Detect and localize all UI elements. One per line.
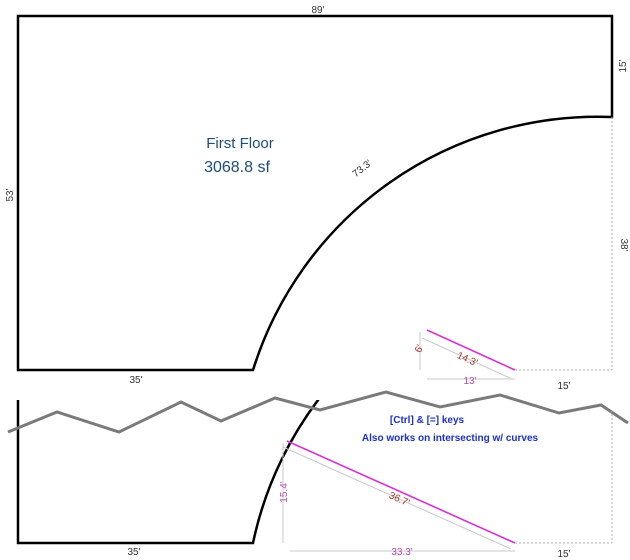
dim-right-upper-label: 15' — [618, 59, 629, 72]
bottom-floor-plan: 35' 15' 15.4' 36.7' 33.3' [Ctrl] & [=] k… — [7, 385, 629, 560]
dim-top-label: 89' — [311, 5, 324, 16]
bottom-room-outline[interactable] — [16, 385, 330, 545]
dim-left-label: 53' — [5, 188, 16, 201]
dim-arc-label: 73.3' — [351, 158, 375, 180]
bottom-vertical-dim-label: 15.4' — [279, 481, 290, 502]
note-line-1: [Ctrl] & [=] keys — [390, 415, 465, 426]
inset-hypotenuse-guide — [421, 337, 511, 379]
bottom-magenta-line[interactable] — [286, 440, 516, 544]
dim-bottom-right-label: 15' — [557, 381, 570, 392]
dim-bottom-left-label: 35' — [129, 375, 142, 386]
bottom-diagonal-dim-label: 36.7' — [387, 490, 411, 509]
bottom-diagonal-guide — [282, 446, 512, 550]
top-room-outline[interactable] — [16, 14, 614, 372]
inset-hypotenuse-label: 14.3' — [455, 350, 479, 369]
inset-leg-vertical-label: 6' — [413, 343, 426, 355]
bottom-dim-left-label: 35' — [127, 547, 140, 558]
break-line — [7, 390, 629, 434]
bottom-dim-right-label: 15' — [557, 549, 570, 560]
inset-leg-horizontal-label: 13' — [463, 376, 476, 387]
room-name-label: First Floor — [206, 135, 274, 152]
top-floor-plan: First Floor 3068.8 sf 89' 53' 15' 38' 73… — [5, 5, 629, 392]
note-line-2: Also works on intersecting w/ curves — [362, 433, 539, 444]
room-area-label: 3068.8 sf — [204, 159, 270, 176]
inset-magenta-line[interactable] — [426, 329, 516, 371]
bottom-horizontal-dim-label: 33.3' — [391, 547, 412, 558]
dim-right-lower-label: 38' — [618, 238, 629, 251]
